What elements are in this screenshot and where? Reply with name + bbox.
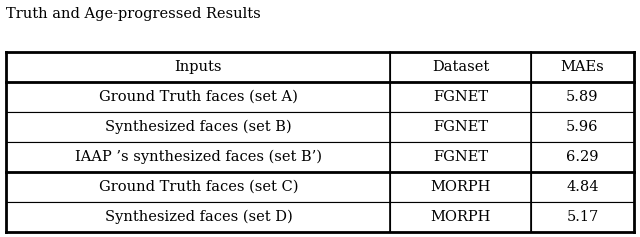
Bar	[531, 142, 634, 172]
Text: IAAP ’s synthesized faces (set B’): IAAP ’s synthesized faces (set B’)	[75, 150, 322, 164]
Text: 4.84: 4.84	[566, 180, 598, 194]
Bar	[6, 142, 390, 172]
Bar	[390, 52, 531, 82]
Bar	[6, 112, 390, 142]
Text: 5.17: 5.17	[566, 210, 598, 224]
Bar	[531, 112, 634, 142]
Text: 6.29: 6.29	[566, 150, 598, 164]
Text: Synthesized faces (set D): Synthesized faces (set D)	[104, 210, 292, 224]
Bar	[390, 82, 531, 112]
Bar	[6, 52, 390, 82]
Bar	[390, 172, 531, 202]
Bar	[6, 82, 390, 112]
Text: Ground Truth faces (set C): Ground Truth faces (set C)	[99, 180, 298, 194]
Text: Truth and Age-progressed Results: Truth and Age-progressed Results	[6, 7, 261, 21]
Text: Synthesized faces (set B): Synthesized faces (set B)	[105, 120, 292, 134]
Text: MORPH: MORPH	[431, 210, 491, 224]
Bar	[531, 202, 634, 232]
Text: FGNET: FGNET	[433, 120, 488, 134]
Text: MAEs: MAEs	[561, 60, 604, 74]
Text: Inputs: Inputs	[175, 60, 222, 74]
Text: FGNET: FGNET	[433, 90, 488, 104]
Bar	[390, 202, 531, 232]
Bar	[531, 82, 634, 112]
Text: 5.96: 5.96	[566, 120, 598, 134]
Bar	[6, 202, 390, 232]
Text: Ground Truth faces (set A): Ground Truth faces (set A)	[99, 90, 298, 104]
Text: 5.89: 5.89	[566, 90, 598, 104]
Bar	[531, 172, 634, 202]
Bar	[6, 172, 390, 202]
Bar	[390, 112, 531, 142]
Bar	[531, 52, 634, 82]
Bar	[390, 142, 531, 172]
Text: MORPH: MORPH	[431, 180, 491, 194]
Text: Dataset: Dataset	[432, 60, 490, 74]
Text: FGNET: FGNET	[433, 150, 488, 164]
